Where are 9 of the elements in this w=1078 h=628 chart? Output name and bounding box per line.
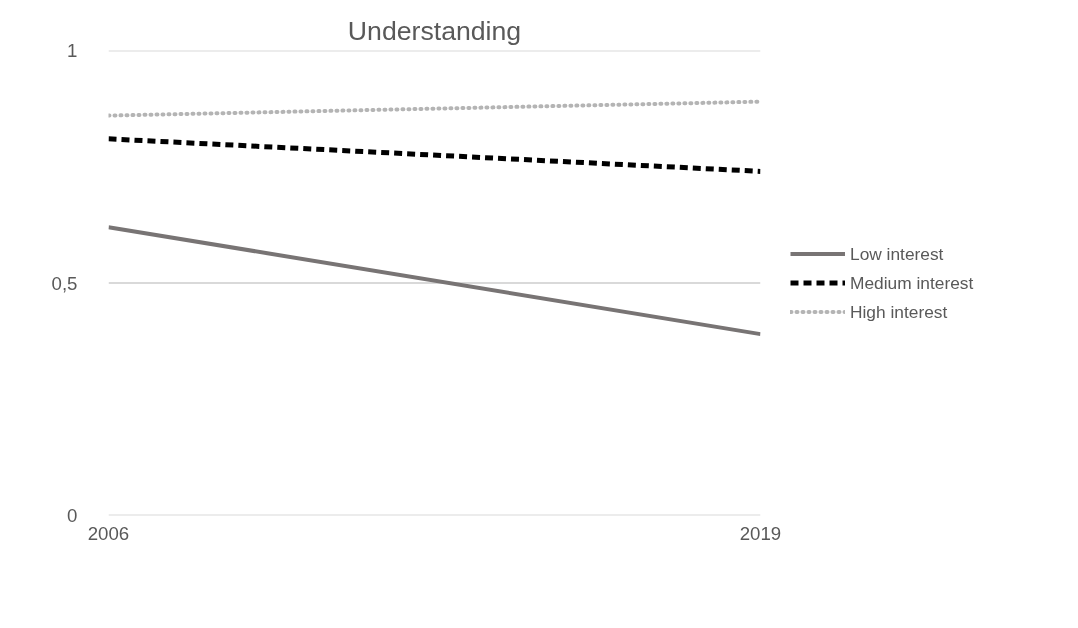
y-tick-label: 0,5 <box>51 272 78 294</box>
legend-label: Medium interest <box>850 272 974 293</box>
legend-label: High interest <box>850 301 948 322</box>
chart-title: Understanding <box>347 15 522 46</box>
y-tick-label: 0 <box>67 505 78 526</box>
legend-label: Low interest <box>850 243 944 264</box>
x-tick-label: 2019 <box>739 522 782 544</box>
x-tick-label: 2006 <box>87 522 130 544</box>
y-tick-label: 1 <box>67 40 78 61</box>
